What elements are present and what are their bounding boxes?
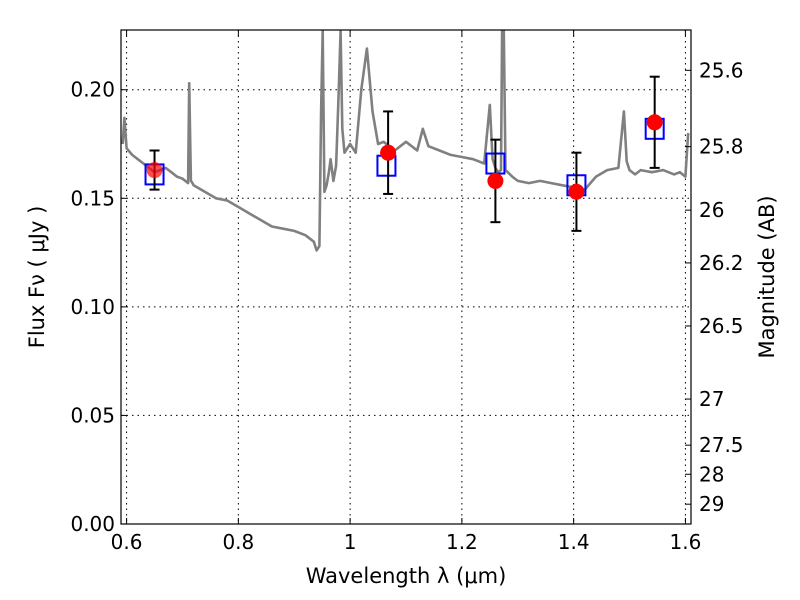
y-tick-label: 0.20 — [70, 78, 115, 102]
observed-flux-point — [487, 172, 504, 189]
y2-tick-label: 27 — [699, 387, 724, 411]
marker-layer — [144, 75, 665, 232]
y2-tick-label: 26.5 — [699, 314, 744, 338]
x-tick-label: 1 — [344, 530, 357, 554]
x-tick-label: 0.8 — [222, 530, 254, 554]
x-tick-label: 1.2 — [446, 530, 478, 554]
y2-tick-label: 27.5 — [699, 433, 744, 457]
observed-flux-point — [646, 114, 663, 131]
grid-layer — [121, 30, 691, 525]
spectrum-line — [121, 30, 690, 252]
x-tick-label: 1.6 — [670, 530, 702, 554]
y-tick-label: 0.00 — [70, 512, 115, 536]
tick-layer: 0.6 0.8 1 1.2 1.4 1.6 0.00 0.05 0.10 0.15 0.20 25.6… — [70, 30, 744, 554]
y2-tick-label: 26 — [699, 198, 724, 222]
observed-flux-point — [380, 144, 397, 161]
y2-tick-label: 25.8 — [699, 135, 744, 159]
y2-axis-label: Magnitude (AB) — [755, 195, 779, 358]
spectrum-layer — [121, 30, 690, 252]
plot-frame — [120, 29, 692, 525]
y-axis-label: Flux Fν ( μJy ) — [25, 206, 49, 349]
y2-tick-label: 29 — [699, 492, 724, 516]
y2-tick-label: 25.6 — [699, 58, 744, 82]
x-axis-label: Wavelength λ (μm) — [306, 564, 507, 588]
y-tick-label: 0.15 — [70, 186, 115, 210]
x-tick-label: 0.6 — [111, 530, 143, 554]
observed-flux-point — [568, 183, 585, 200]
y-tick-label: 0.05 — [70, 403, 115, 427]
x-tick-label: 1.4 — [558, 530, 590, 554]
y-tick-label: 0.10 — [70, 295, 115, 319]
y2-tick-label: 26.2 — [699, 251, 744, 275]
observed-flux-point — [146, 162, 163, 179]
y2-tick-label: 28 — [699, 462, 724, 486]
